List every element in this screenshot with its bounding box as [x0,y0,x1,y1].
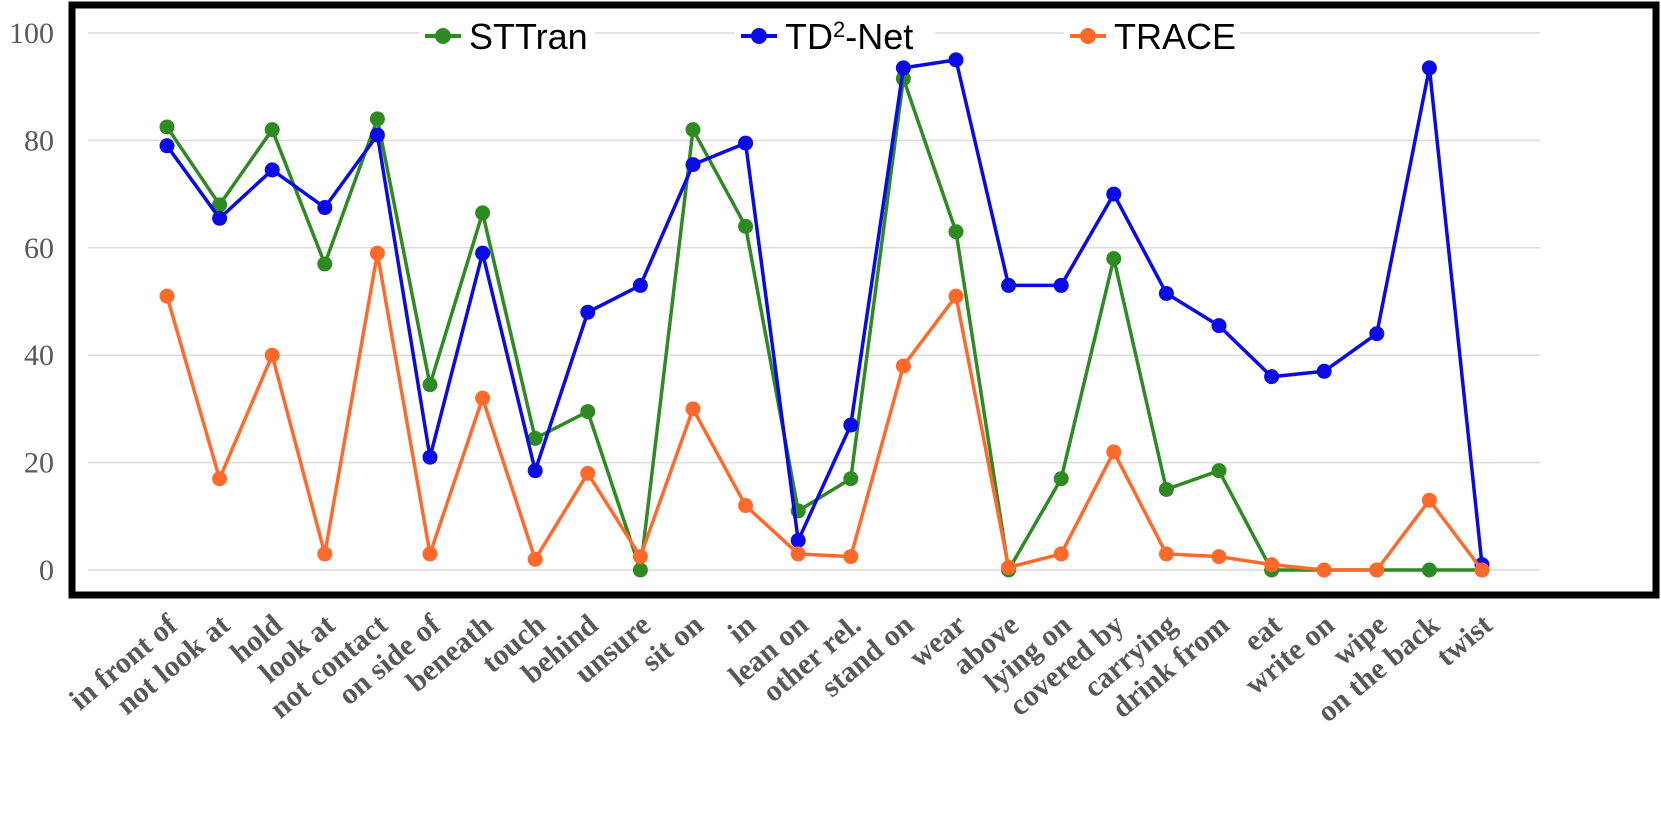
data-point [212,210,228,226]
data-point [1316,363,1332,379]
data-point [948,52,964,68]
data-point [1106,251,1122,267]
data-point [422,546,438,562]
data-point [527,463,543,479]
data-point [738,135,754,151]
y-tick-label: 80 [24,124,54,157]
data-point [580,304,596,320]
data-point [1158,546,1174,562]
series-0 [159,71,1490,578]
data-point [632,549,648,565]
data-point [685,122,701,138]
data-point [369,245,385,261]
data-point [1053,277,1069,293]
legend-item-1: TD2-Net [735,12,935,58]
series-2 [159,245,1490,578]
data-point [1158,481,1174,497]
legend-label: TRACE [1114,16,1236,57]
data-point [1316,562,1332,578]
data-point [264,162,280,178]
data-point [843,471,859,487]
data-point [475,390,491,406]
y-tick-label: 20 [24,447,54,480]
legend-swatch-marker [1080,28,1096,44]
data-point [895,60,911,76]
data-point [1211,549,1227,565]
data-point [159,288,175,304]
data-point [632,562,648,578]
data-point [1421,492,1437,508]
x-tick-label: sit on [635,608,709,678]
x-tick-label: twist [1430,608,1498,673]
data-point [843,417,859,433]
data-point [1369,326,1385,342]
data-point [1053,546,1069,562]
data-point [580,465,596,481]
data-point [264,122,280,138]
plot-frame [68,1,1660,599]
data-point [790,546,806,562]
y-tick-label: 100 [9,17,54,50]
data-point [317,256,333,272]
data-point [1001,277,1017,293]
data-point [159,138,175,154]
data-point [843,549,859,565]
data-point [369,127,385,143]
data-point [1421,60,1437,76]
data-point [317,200,333,216]
data-point [580,404,596,420]
data-point [527,430,543,446]
data-point [422,377,438,393]
data-point [738,218,754,234]
y-tick-label: 60 [24,232,54,265]
series-line [165,251,1484,572]
data-point [475,245,491,261]
data-point [1001,559,1017,575]
data-point [317,546,333,562]
data-point [212,471,228,487]
data-point [1369,562,1385,578]
legend-swatch-marker [435,28,451,44]
data-point [1474,562,1490,578]
data-point [475,205,491,221]
data-point [1106,186,1122,202]
data-point [1264,557,1280,573]
data-point [790,532,806,548]
data-point [264,347,280,363]
data-point [1106,444,1122,460]
data-point [632,277,648,293]
y-tick-label: 40 [24,339,54,372]
legend-item-2: TRACE [1064,12,1240,58]
data-point [1053,471,1069,487]
data-point [527,551,543,567]
legend-swatch-marker [751,28,767,44]
data-point [1264,369,1280,385]
data-point [212,197,228,213]
series-line [165,76,1482,572]
data-point [159,119,175,135]
data-point [738,498,754,514]
y-tick-label: 0 [39,554,54,587]
data-point [1421,562,1437,578]
series-group [159,52,1490,578]
data-point [369,111,385,127]
legend-label: STTran [469,16,588,57]
series-line [165,58,1484,565]
data-point [685,401,701,417]
legend-label: TD2-Net [785,16,913,57]
grid-lines [88,32,1540,571]
data-point [895,358,911,374]
legend: STTran TD2-Net TRACE [419,12,1240,58]
y-axis-ticks: 0 20 40 60 80 100 [9,17,54,587]
data-point [685,157,701,173]
data-point [1158,285,1174,301]
data-point [422,449,438,465]
legend-item-0: STTran [419,12,595,58]
data-point [1211,463,1227,479]
data-point [1211,318,1227,334]
data-point [948,224,964,240]
data-point [948,288,964,304]
